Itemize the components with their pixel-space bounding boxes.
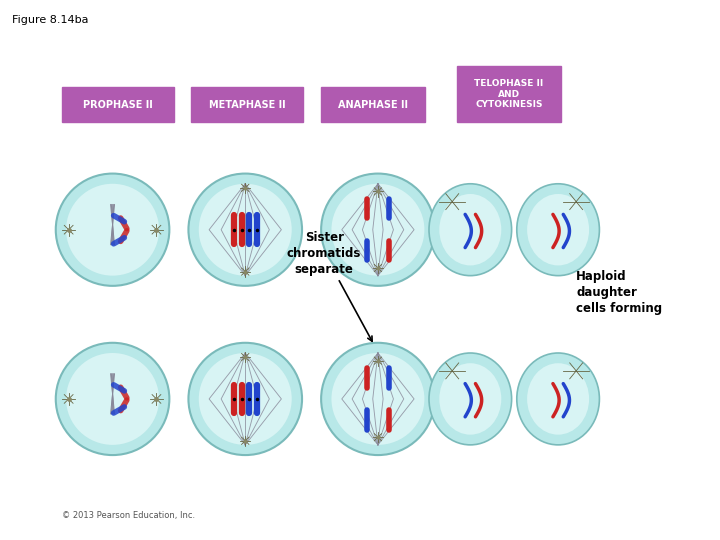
Ellipse shape: [527, 363, 589, 435]
Ellipse shape: [66, 353, 159, 445]
Ellipse shape: [429, 184, 512, 275]
Text: ANAPHASE II: ANAPHASE II: [338, 100, 408, 110]
Ellipse shape: [527, 194, 589, 266]
Text: Haploid
daughter
cells forming: Haploid daughter cells forming: [576, 271, 662, 315]
Ellipse shape: [189, 343, 302, 455]
Ellipse shape: [189, 173, 302, 286]
Ellipse shape: [331, 184, 424, 275]
Text: Sister
chromatids
separate: Sister chromatids separate: [287, 231, 372, 341]
FancyBboxPatch shape: [456, 66, 561, 122]
Ellipse shape: [439, 363, 501, 435]
Ellipse shape: [199, 184, 292, 275]
Text: Figure 8.14ba: Figure 8.14ba: [12, 15, 89, 25]
Ellipse shape: [55, 343, 169, 455]
Ellipse shape: [55, 173, 169, 286]
Ellipse shape: [517, 184, 600, 275]
Ellipse shape: [321, 173, 435, 286]
Text: © 2013 Pearson Education, Inc.: © 2013 Pearson Education, Inc.: [63, 511, 195, 520]
FancyBboxPatch shape: [192, 87, 302, 122]
FancyBboxPatch shape: [63, 87, 174, 122]
Ellipse shape: [66, 184, 159, 275]
Ellipse shape: [199, 353, 292, 445]
Ellipse shape: [321, 343, 435, 455]
Ellipse shape: [517, 353, 600, 445]
Text: TELOPHASE II
AND
CYTOKINESIS: TELOPHASE II AND CYTOKINESIS: [474, 79, 544, 109]
FancyBboxPatch shape: [320, 87, 425, 122]
Ellipse shape: [429, 353, 512, 445]
Ellipse shape: [331, 353, 424, 445]
Text: PROPHASE II: PROPHASE II: [83, 100, 153, 110]
Ellipse shape: [439, 194, 501, 266]
Text: METAPHASE II: METAPHASE II: [209, 100, 285, 110]
